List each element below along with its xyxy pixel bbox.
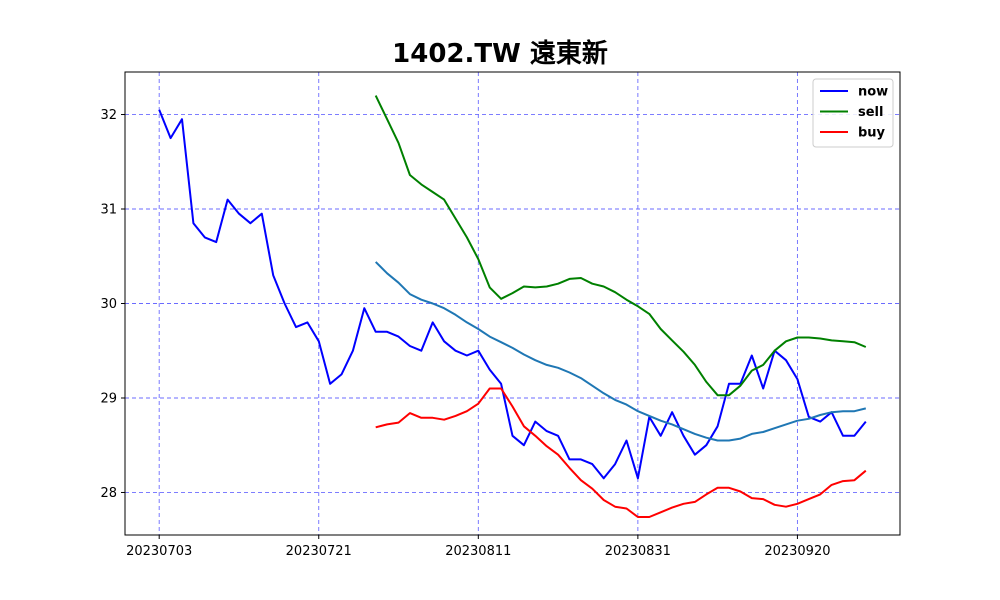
y-tick-label: 29 (100, 391, 117, 406)
series-line-sell (374, 95, 867, 397)
x-axis: 20230703 20230721 20230811 20230831 20230920 (126, 535, 831, 559)
legend-label-sell: sell (858, 105, 883, 120)
legend-label-now: now (858, 85, 888, 100)
y-tick-label: 28 (100, 486, 117, 501)
x-tick-label: 20230721 (286, 544, 352, 559)
x-tick-label: 20230811 (445, 544, 511, 559)
x-tick-label: 20230920 (764, 544, 830, 559)
series-line-buy (375, 387, 867, 518)
moving-average-line (374, 261, 867, 442)
legend-label-buy: buy (858, 126, 886, 141)
grid (125, 72, 900, 535)
y-tick-label: 32 (100, 108, 117, 123)
series-lines (158, 95, 867, 518)
legend-box (812, 78, 894, 148)
x-tick-label: 20230831 (605, 544, 671, 559)
y-tick-label: 31 (100, 203, 117, 218)
chart-title: 1402.TW 遠東新 (392, 39, 608, 69)
y-axis: 28 29 30 31 32 (100, 108, 125, 501)
series-line-now (158, 109, 867, 480)
x-tick-label: 20230703 (126, 544, 192, 559)
y-tick-label: 30 (100, 297, 117, 312)
legend: now sell buy (812, 78, 894, 148)
